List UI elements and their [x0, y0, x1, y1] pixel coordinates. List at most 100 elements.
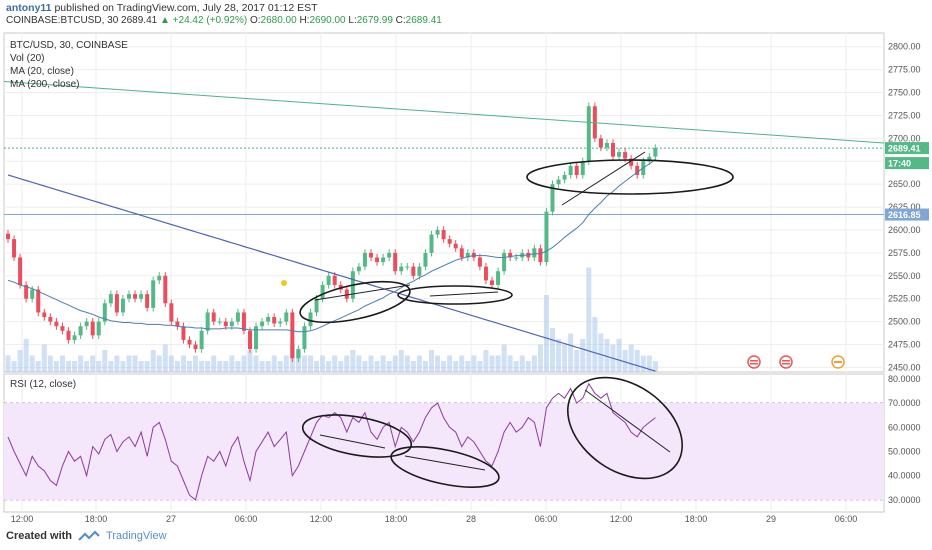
- candle-body: [326, 275, 331, 285]
- candle-body: [574, 165, 579, 176]
- candle-body: [102, 303, 107, 322]
- volume-bar: [525, 361, 531, 372]
- level-price-label-bg: [885, 208, 929, 221]
- hand-drawn-ellipse: [526, 159, 734, 195]
- y-tick-label: 2575.00: [888, 248, 921, 258]
- candle-body: [490, 280, 494, 285]
- close-value: 2689.41: [405, 15, 442, 26]
- candle-body: [332, 275, 337, 285]
- candle-body: [296, 349, 301, 359]
- volume-bar: [380, 355, 386, 372]
- candle-body: [248, 330, 252, 350]
- volume-bar: [217, 361, 223, 372]
- candle-body: [6, 233, 10, 240]
- volume-bar: [356, 355, 362, 372]
- high-label: H:: [299, 15, 310, 26]
- dividend-flag-icon[interactable]: [830, 353, 852, 369]
- volume-bar: [5, 355, 11, 372]
- earnings-flag-icon[interactable]: [746, 353, 768, 369]
- candle-body: [580, 161, 585, 176]
- volume-bar: [162, 344, 168, 372]
- rsi-tick-label: 50.0000: [888, 446, 921, 456]
- candle-body: [241, 312, 246, 331]
- last-price-label-bg: [885, 142, 929, 155]
- x-tick-label: 27: [166, 514, 176, 524]
- candle-body: [278, 321, 283, 324]
- volume-bar: [580, 339, 586, 372]
- volume-bar: [11, 361, 17, 372]
- volume-bar: [271, 355, 277, 372]
- volume-bar: [368, 355, 374, 372]
- candle-body: [604, 142, 609, 148]
- candle-body: [163, 275, 168, 304]
- candle-body: [96, 321, 101, 336]
- candle-body: [290, 312, 295, 359]
- candle-body: [254, 326, 259, 350]
- candle-body: [272, 317, 277, 324]
- open-label: O:: [249, 15, 261, 26]
- volume-bar: [537, 344, 543, 372]
- candle-body: [90, 321, 95, 336]
- volume-bar: [501, 344, 507, 372]
- candle-body: [30, 289, 35, 299]
- candle-body: [169, 303, 174, 322]
- candle-body: [114, 294, 119, 313]
- volume-bar: [574, 350, 580, 372]
- volume-bar: [41, 344, 47, 372]
- candle-body: [151, 280, 156, 308]
- candle-body: [611, 142, 615, 157]
- volume-bar: [483, 350, 489, 372]
- tradingview-brand[interactable]: TradingView: [106, 530, 167, 542]
- trend-drawing: [319, 434, 386, 449]
- candle-body: [356, 266, 361, 272]
- volume-bar: [223, 361, 229, 372]
- volume-bar: [241, 355, 247, 372]
- legend-title[interactable]: BTC/USD, 30, COINBASE: [10, 40, 128, 51]
- volume-bar: [29, 355, 35, 372]
- volume-bar: [604, 339, 610, 372]
- candle-body: [417, 266, 422, 276]
- legend-ma200[interactable]: MA (200, close): [10, 79, 80, 90]
- low-value: 2679.99: [356, 15, 393, 26]
- earnings-flag-icon[interactable]: [778, 353, 800, 369]
- legend-vol[interactable]: Vol (20): [10, 53, 45, 64]
- volume-bar: [477, 361, 483, 372]
- volume-bar: [362, 361, 368, 372]
- volume-bar: [277, 361, 283, 372]
- legend-rsi[interactable]: RSI (12, close): [10, 379, 77, 390]
- rsi-tick-label: 30.0000: [888, 495, 921, 505]
- volume-bar: [126, 355, 132, 372]
- volume-bar: [247, 350, 253, 372]
- x-tick-label: 12:00: [310, 514, 333, 524]
- candle-body: [623, 152, 628, 159]
- volume-bar: [404, 355, 410, 372]
- candle-body: [568, 165, 573, 176]
- candle-body: [344, 289, 349, 299]
- volume-bar: [96, 361, 102, 372]
- volume-bar: [646, 355, 652, 372]
- y-tick-label: 2600.00: [888, 225, 921, 235]
- volume-bar: [550, 328, 555, 372]
- volume-bar: [568, 333, 574, 372]
- open-value: 2680.00: [260, 15, 297, 26]
- candle-body: [441, 229, 446, 240]
- candle-body: [314, 298, 319, 313]
- volume-bar: [144, 361, 150, 372]
- volume-bar: [156, 355, 162, 372]
- volume-bar: [471, 355, 477, 372]
- volume-bar: [314, 361, 320, 372]
- candle-body: [127, 294, 131, 299]
- hand-drawn-ellipse: [567, 376, 683, 480]
- y-tick-label: 2700.00: [888, 133, 921, 143]
- volume-bar: [229, 355, 235, 372]
- candle-body: [532, 248, 537, 258]
- legend-ma20[interactable]: MA (20, close): [10, 66, 74, 77]
- x-tick-label: 12:00: [610, 514, 633, 524]
- high-value: 2690.00: [309, 15, 346, 26]
- volume-bar: [453, 361, 459, 372]
- author-link[interactable]: antony11: [6, 2, 52, 14]
- candle-body: [562, 175, 567, 180]
- volume-bar: [108, 361, 114, 372]
- trend-drawing: [584, 389, 671, 453]
